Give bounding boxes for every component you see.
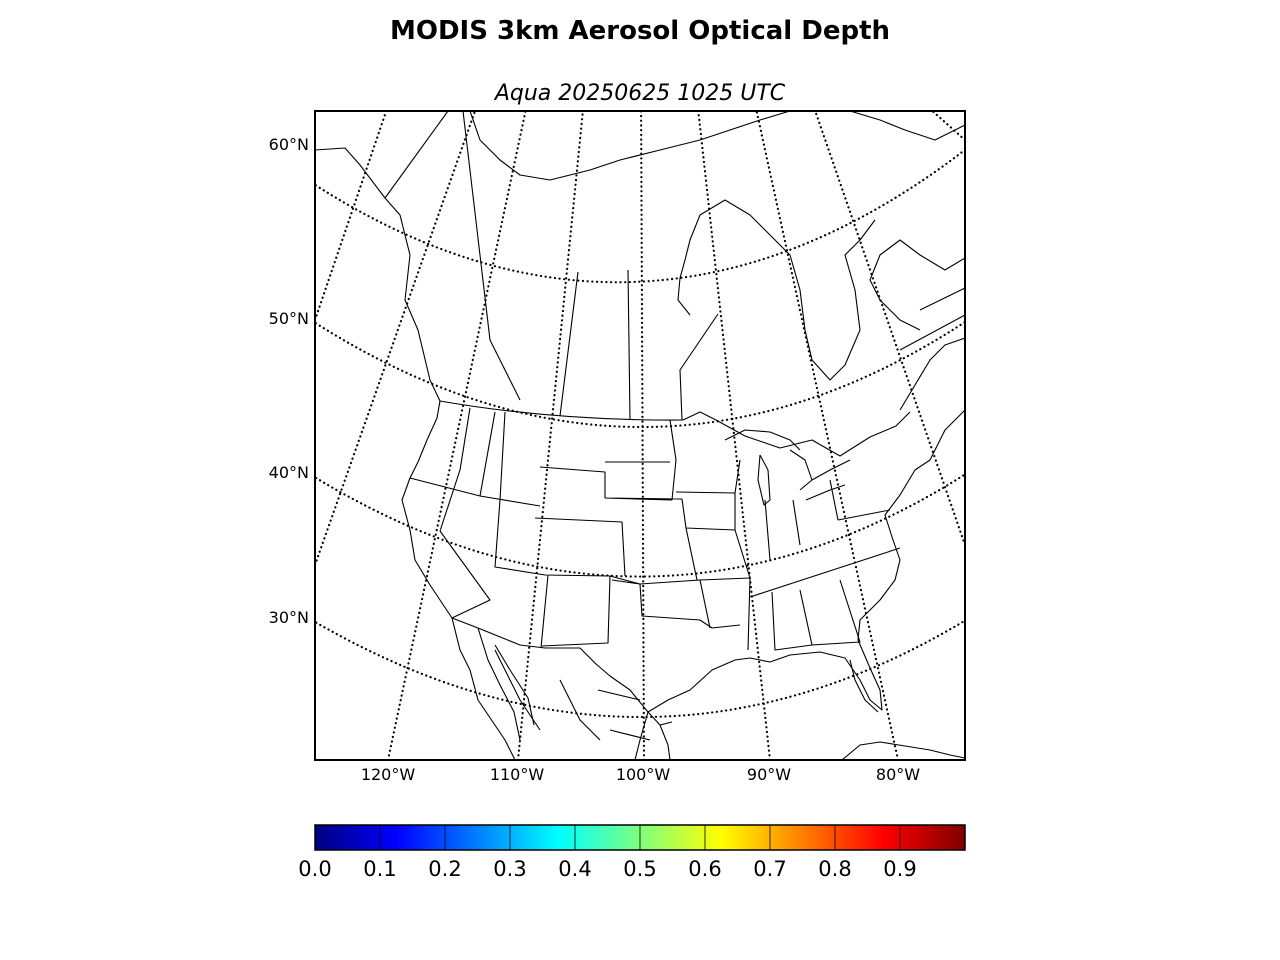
meridian-100w — [639, 111, 646, 760]
meridian-140w — [315, 111, 388, 322]
colorbar-tick-label: 0.9 — [883, 857, 916, 881]
map-panel: 60°N 50°N 40°N 30°N 120°W 110°W 100°W 90… — [269, 110, 966, 784]
figure-subtitle: Aqua 20250625 1025 UTC — [493, 81, 786, 106]
pacific-coast — [315, 147, 516, 760]
longitude-graticule — [315, 111, 965, 760]
colorbar-tick-label: 0.4 — [558, 857, 591, 881]
colorbar-tick-label: 0.8 — [818, 857, 851, 881]
parallel-30n — [315, 619, 965, 719]
baja-peninsula — [477, 627, 535, 741]
province-borders — [462, 111, 965, 421]
cuba — [841, 741, 965, 760]
us-state-borders — [409, 407, 901, 651]
atlantic-canada-coast — [869, 239, 965, 461]
colorbar-tick-label: 0.1 — [363, 857, 396, 881]
great-lakes — [724, 429, 851, 506]
map-background — [315, 111, 965, 760]
us-mexico-border — [451, 617, 673, 726]
colorbar-tick-label: 0.2 — [428, 857, 461, 881]
coastlines — [315, 111, 965, 760]
mexico-gulf-coast — [634, 711, 671, 760]
lat-label-40n: 40°N — [269, 463, 309, 482]
colorbar-labels: 0.0 0.1 0.2 0.3 0.4 0.5 0.6 0.7 0.8 0.9 — [298, 857, 916, 881]
lon-label-80w: 80°W — [876, 765, 920, 784]
parallel-60n — [315, 148, 965, 284]
latitude-graticule — [315, 148, 965, 719]
lat-label-50n: 50°N — [269, 309, 309, 328]
gulf-coast — [647, 459, 931, 713]
figure-title: MODIS 3km Aerosol Optical Depth — [390, 16, 890, 46]
longitude-labels: 120°W 110°W 100°W 90°W 80°W — [361, 765, 920, 784]
meridian-90w — [697, 111, 772, 760]
colorbar: 0.0 0.1 0.2 0.3 0.4 0.5 0.6 0.7 0.8 0.9 — [298, 824, 966, 881]
colorbar-tick-label: 0.3 — [493, 857, 526, 881]
lon-label-120w: 120°W — [361, 765, 416, 784]
hudson-bay-coast — [677, 199, 876, 381]
lon-label-110w: 110°W — [490, 765, 545, 784]
lat-label-60n: 60°N — [269, 135, 309, 154]
lon-label-90w: 90°W — [747, 765, 791, 784]
meridian-70w — [814, 111, 965, 547]
latitude-labels: 60°N 50°N 40°N 30°N — [269, 135, 309, 627]
meridian-130w — [315, 111, 477, 567]
lon-label-100w: 100°W — [616, 765, 671, 784]
political-borders — [384, 111, 965, 741]
meridian-60w — [930, 111, 965, 142]
arctic-coast — [469, 111, 965, 181]
us-canada-border — [439, 400, 911, 457]
lat-label-30n: 30°N — [269, 608, 309, 627]
parallel-50n — [315, 320, 965, 429]
meridian-120w — [386, 111, 527, 760]
parallel-40n — [315, 473, 965, 578]
colorbar-tick-label: 0.7 — [753, 857, 786, 881]
colorbar-frame — [314, 824, 966, 851]
colorbar-tick-label: 0.0 — [298, 857, 331, 881]
mexico-state-borders — [494, 649, 651, 741]
meridian-80w — [755, 111, 900, 760]
meridian-110w — [516, 111, 585, 760]
alaska-canada-border — [384, 111, 449, 199]
colorbar-tick-label: 0.6 — [688, 857, 721, 881]
map-frame — [314, 110, 966, 761]
florida — [849, 659, 879, 713]
colorbar-tick-label: 0.5 — [623, 857, 656, 881]
